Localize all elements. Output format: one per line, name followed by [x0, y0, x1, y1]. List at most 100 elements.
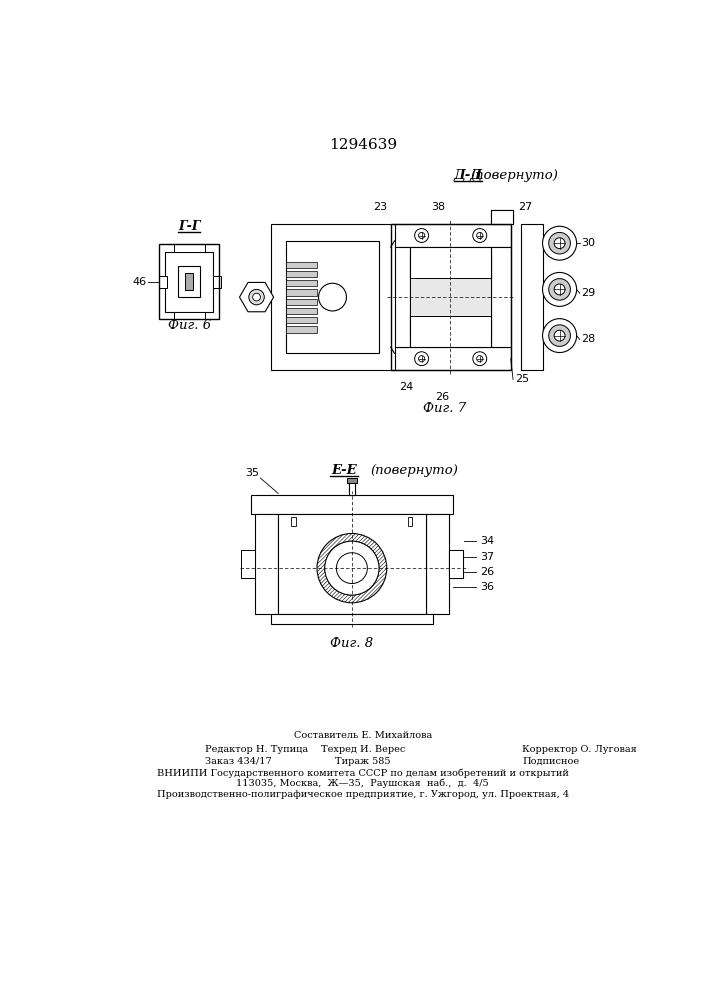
Circle shape [542, 319, 577, 353]
Circle shape [554, 238, 565, 249]
Circle shape [249, 289, 264, 305]
Bar [286, 308, 317, 314]
Bar [410, 316, 491, 339]
Bar [410, 255, 491, 278]
Bar [410, 247, 491, 347]
Text: 35: 35 [245, 468, 259, 478]
Circle shape [473, 352, 486, 366]
Text: 37: 37 [480, 552, 494, 562]
Bar [491, 210, 513, 224]
Circle shape [317, 533, 387, 603]
Text: Фиг. 6: Фиг. 6 [168, 319, 211, 332]
Text: Фиг. 8: Фиг. 8 [330, 637, 373, 650]
Circle shape [554, 284, 565, 295]
Bar [286, 326, 317, 333]
Bar [349, 480, 355, 495]
Circle shape [549, 325, 571, 346]
Bar [165, 252, 213, 312]
Bar [491, 210, 513, 224]
Bar [286, 299, 317, 305]
Bar [174, 312, 204, 319]
Circle shape [325, 541, 379, 595]
Bar [251, 495, 452, 514]
Bar [286, 262, 317, 268]
Bar [521, 224, 542, 370]
Bar [286, 241, 379, 353]
Text: 23: 23 [373, 202, 387, 212]
Bar [178, 266, 200, 297]
Text: ВНИИПИ Государственного комитета СССР по делам изобретений и открытий: ВНИИПИ Государственного комитета СССР по… [157, 768, 568, 778]
Text: Г-Г: Г-Г [178, 220, 200, 233]
Text: 113035, Москва,  Ж—35,  Раушская  наб.,  д.  4/5: 113035, Москва, Ж—35, Раушская наб., д. … [236, 779, 489, 788]
Bar [391, 224, 510, 370]
Text: 30: 30 [581, 238, 595, 248]
Bar [449, 550, 462, 578]
Bar [271, 614, 433, 624]
Text: 34: 34 [480, 536, 494, 546]
Text: Подписное: Подписное [522, 757, 580, 766]
Bar [174, 244, 204, 252]
Circle shape [414, 352, 428, 366]
Bar [491, 247, 510, 347]
Bar [408, 517, 412, 526]
Text: 38: 38 [431, 202, 445, 212]
Text: Заказ 434/17: Заказ 434/17 [204, 757, 271, 766]
Text: 24: 24 [399, 382, 414, 392]
Text: Фиг. 7: Фиг. 7 [423, 402, 467, 415]
Bar [159, 276, 167, 288]
Circle shape [473, 229, 486, 242]
Bar [286, 280, 317, 286]
Bar [291, 517, 296, 526]
Bar [391, 347, 510, 370]
Bar [271, 224, 395, 370]
Bar [286, 317, 317, 323]
Circle shape [554, 330, 565, 341]
Bar [241, 550, 255, 578]
Text: 36: 36 [480, 582, 493, 592]
Text: Составитель Е. Михайлова: Составитель Е. Михайлова [293, 732, 432, 740]
Bar [449, 550, 462, 578]
Bar [391, 224, 510, 247]
Bar [286, 271, 317, 277]
Circle shape [337, 553, 368, 584]
Text: 26: 26 [436, 392, 450, 402]
Bar [410, 278, 491, 316]
Bar [213, 276, 221, 288]
Circle shape [325, 541, 379, 595]
Circle shape [477, 232, 483, 239]
Text: Производственно-полиграфическое предприятие, г. Ужгород, ул. Проектная, 4: Производственно-полиграфическое предприя… [157, 790, 569, 799]
Bar [347, 478, 356, 483]
Bar [174, 312, 204, 319]
Circle shape [419, 356, 425, 362]
Text: 25: 25 [515, 374, 529, 384]
Text: Тираж 585: Тираж 585 [335, 757, 390, 766]
Circle shape [542, 226, 577, 260]
Bar [286, 289, 317, 296]
Bar [174, 244, 204, 252]
Bar [255, 514, 279, 614]
Circle shape [549, 279, 571, 300]
Bar [391, 247, 410, 347]
Polygon shape [240, 282, 274, 312]
Text: 1294639: 1294639 [329, 138, 397, 152]
Bar [159, 276, 167, 288]
Text: Техред И. Верес: Техред И. Верес [320, 745, 405, 754]
Text: 28: 28 [581, 334, 595, 344]
Text: 26: 26 [480, 567, 494, 577]
Text: Корректор О. Луговая: Корректор О. Луговая [522, 745, 637, 754]
Text: (повернуто): (повернуто) [370, 464, 458, 477]
Bar [426, 514, 449, 614]
Bar [185, 273, 193, 290]
Text: Д-Д: Д-Д [454, 169, 483, 182]
Text: Редактор Н. Тупица: Редактор Н. Тупица [204, 745, 308, 754]
Circle shape [549, 232, 571, 254]
Circle shape [419, 232, 425, 239]
Text: 46: 46 [132, 277, 146, 287]
Circle shape [414, 229, 428, 242]
Bar [279, 514, 426, 614]
Bar [159, 244, 219, 319]
Bar [213, 276, 221, 288]
Text: 29: 29 [581, 288, 595, 298]
Circle shape [319, 283, 346, 311]
Circle shape [542, 272, 577, 306]
